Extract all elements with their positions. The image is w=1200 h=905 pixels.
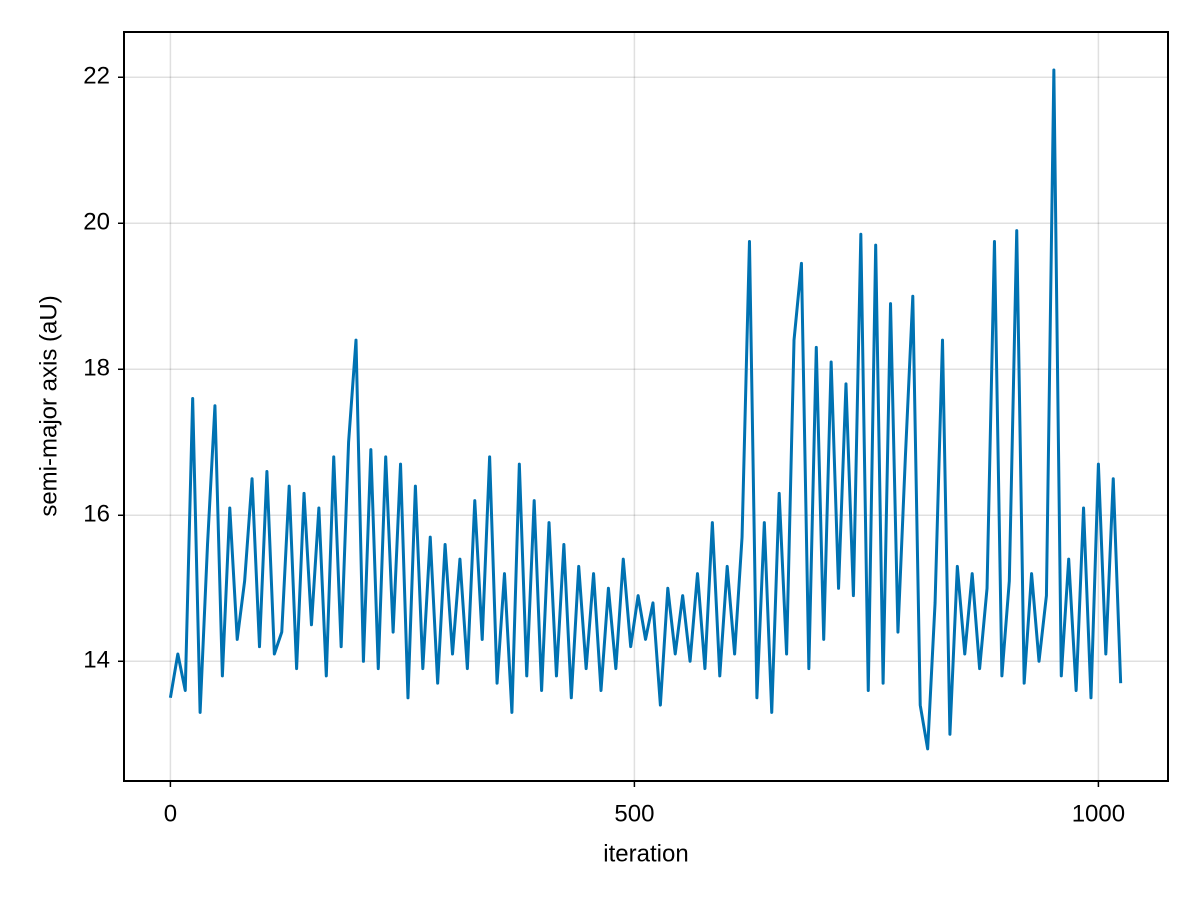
y-tick-label: 16 xyxy=(83,501,110,528)
axis-frame xyxy=(123,31,1169,782)
y-tick-label: 18 xyxy=(83,355,110,382)
x-tick-label: 500 xyxy=(614,800,654,827)
y-tick-label: 14 xyxy=(83,647,110,674)
y-axis-label: semi-major axis (aU) xyxy=(35,295,62,516)
data-line xyxy=(168,68,1123,751)
y-tick-label: 22 xyxy=(83,63,110,90)
x-tick-label: 0 xyxy=(164,800,177,827)
x-tick-label: 1000 xyxy=(1072,800,1125,827)
plot xyxy=(168,68,1123,751)
y-tick-label: 20 xyxy=(83,209,110,236)
x-axis-label: iteration xyxy=(603,840,688,867)
